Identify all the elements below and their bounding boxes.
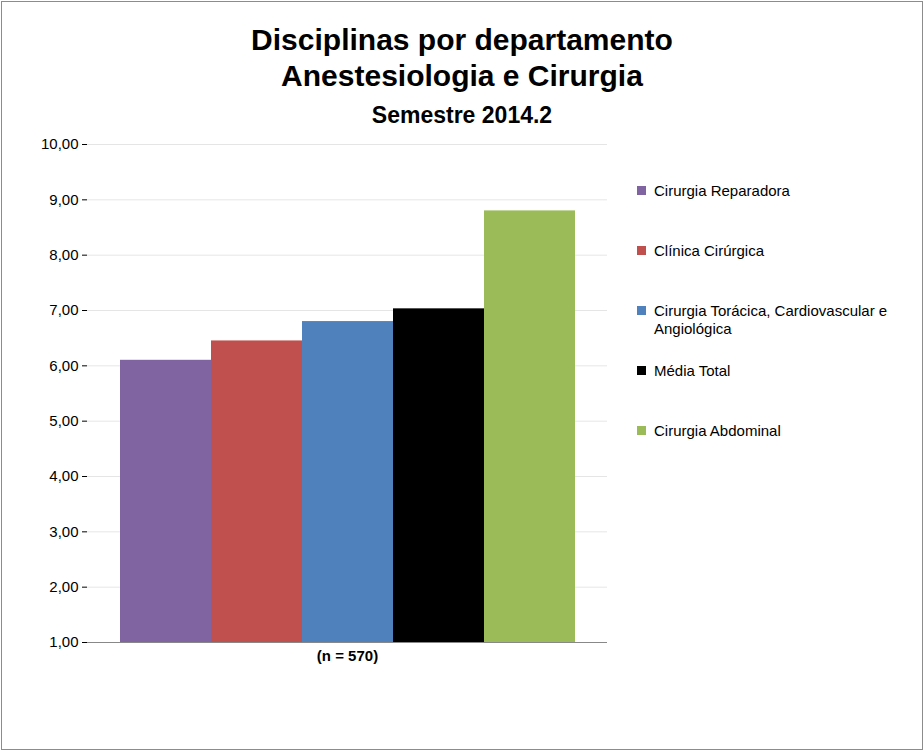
svg-text:10,00: 10,00	[41, 135, 79, 152]
html-text:Média Total: Média Total	[654, 362, 731, 379]
svg-text:7,00: 7,00	[49, 301, 78, 318]
svg-text:5,00: 5,00	[49, 412, 78, 429]
svg-text:(n = 570): (n = 570)	[317, 647, 378, 664]
html-text:Cirurgia Abdominal: Cirurgia Abdominal	[654, 422, 781, 439]
svg-text:6,00: 6,00	[49, 357, 78, 374]
html-text:Cirurgia Reparadora: Cirurgia Reparadora	[654, 182, 790, 199]
svg-text:8,00: 8,00	[49, 246, 78, 263]
svg-text:4,00: 4,00	[49, 467, 78, 484]
svg-text:1,00: 1,00	[49, 633, 78, 650]
html-text:Clínica Cirúrgica: Clínica Cirúrgica	[654, 242, 764, 259]
html-text:Disciplinas por departamento A: Disciplinas por departamento Anestesiolo…	[251, 23, 673, 92]
svg-text:3,00: 3,00	[49, 523, 78, 540]
html-text:Cirurgia Torácica, Cardiovascu: Cirurgia Torácica, Cardiovascular e Angi…	[654, 302, 888, 337]
svg-text:2,00: 2,00	[49, 578, 78, 595]
html-text:Semestre 2014.2: Semestre 2014.2	[371, 102, 553, 128]
svg-text:9,00: 9,00	[49, 191, 78, 208]
